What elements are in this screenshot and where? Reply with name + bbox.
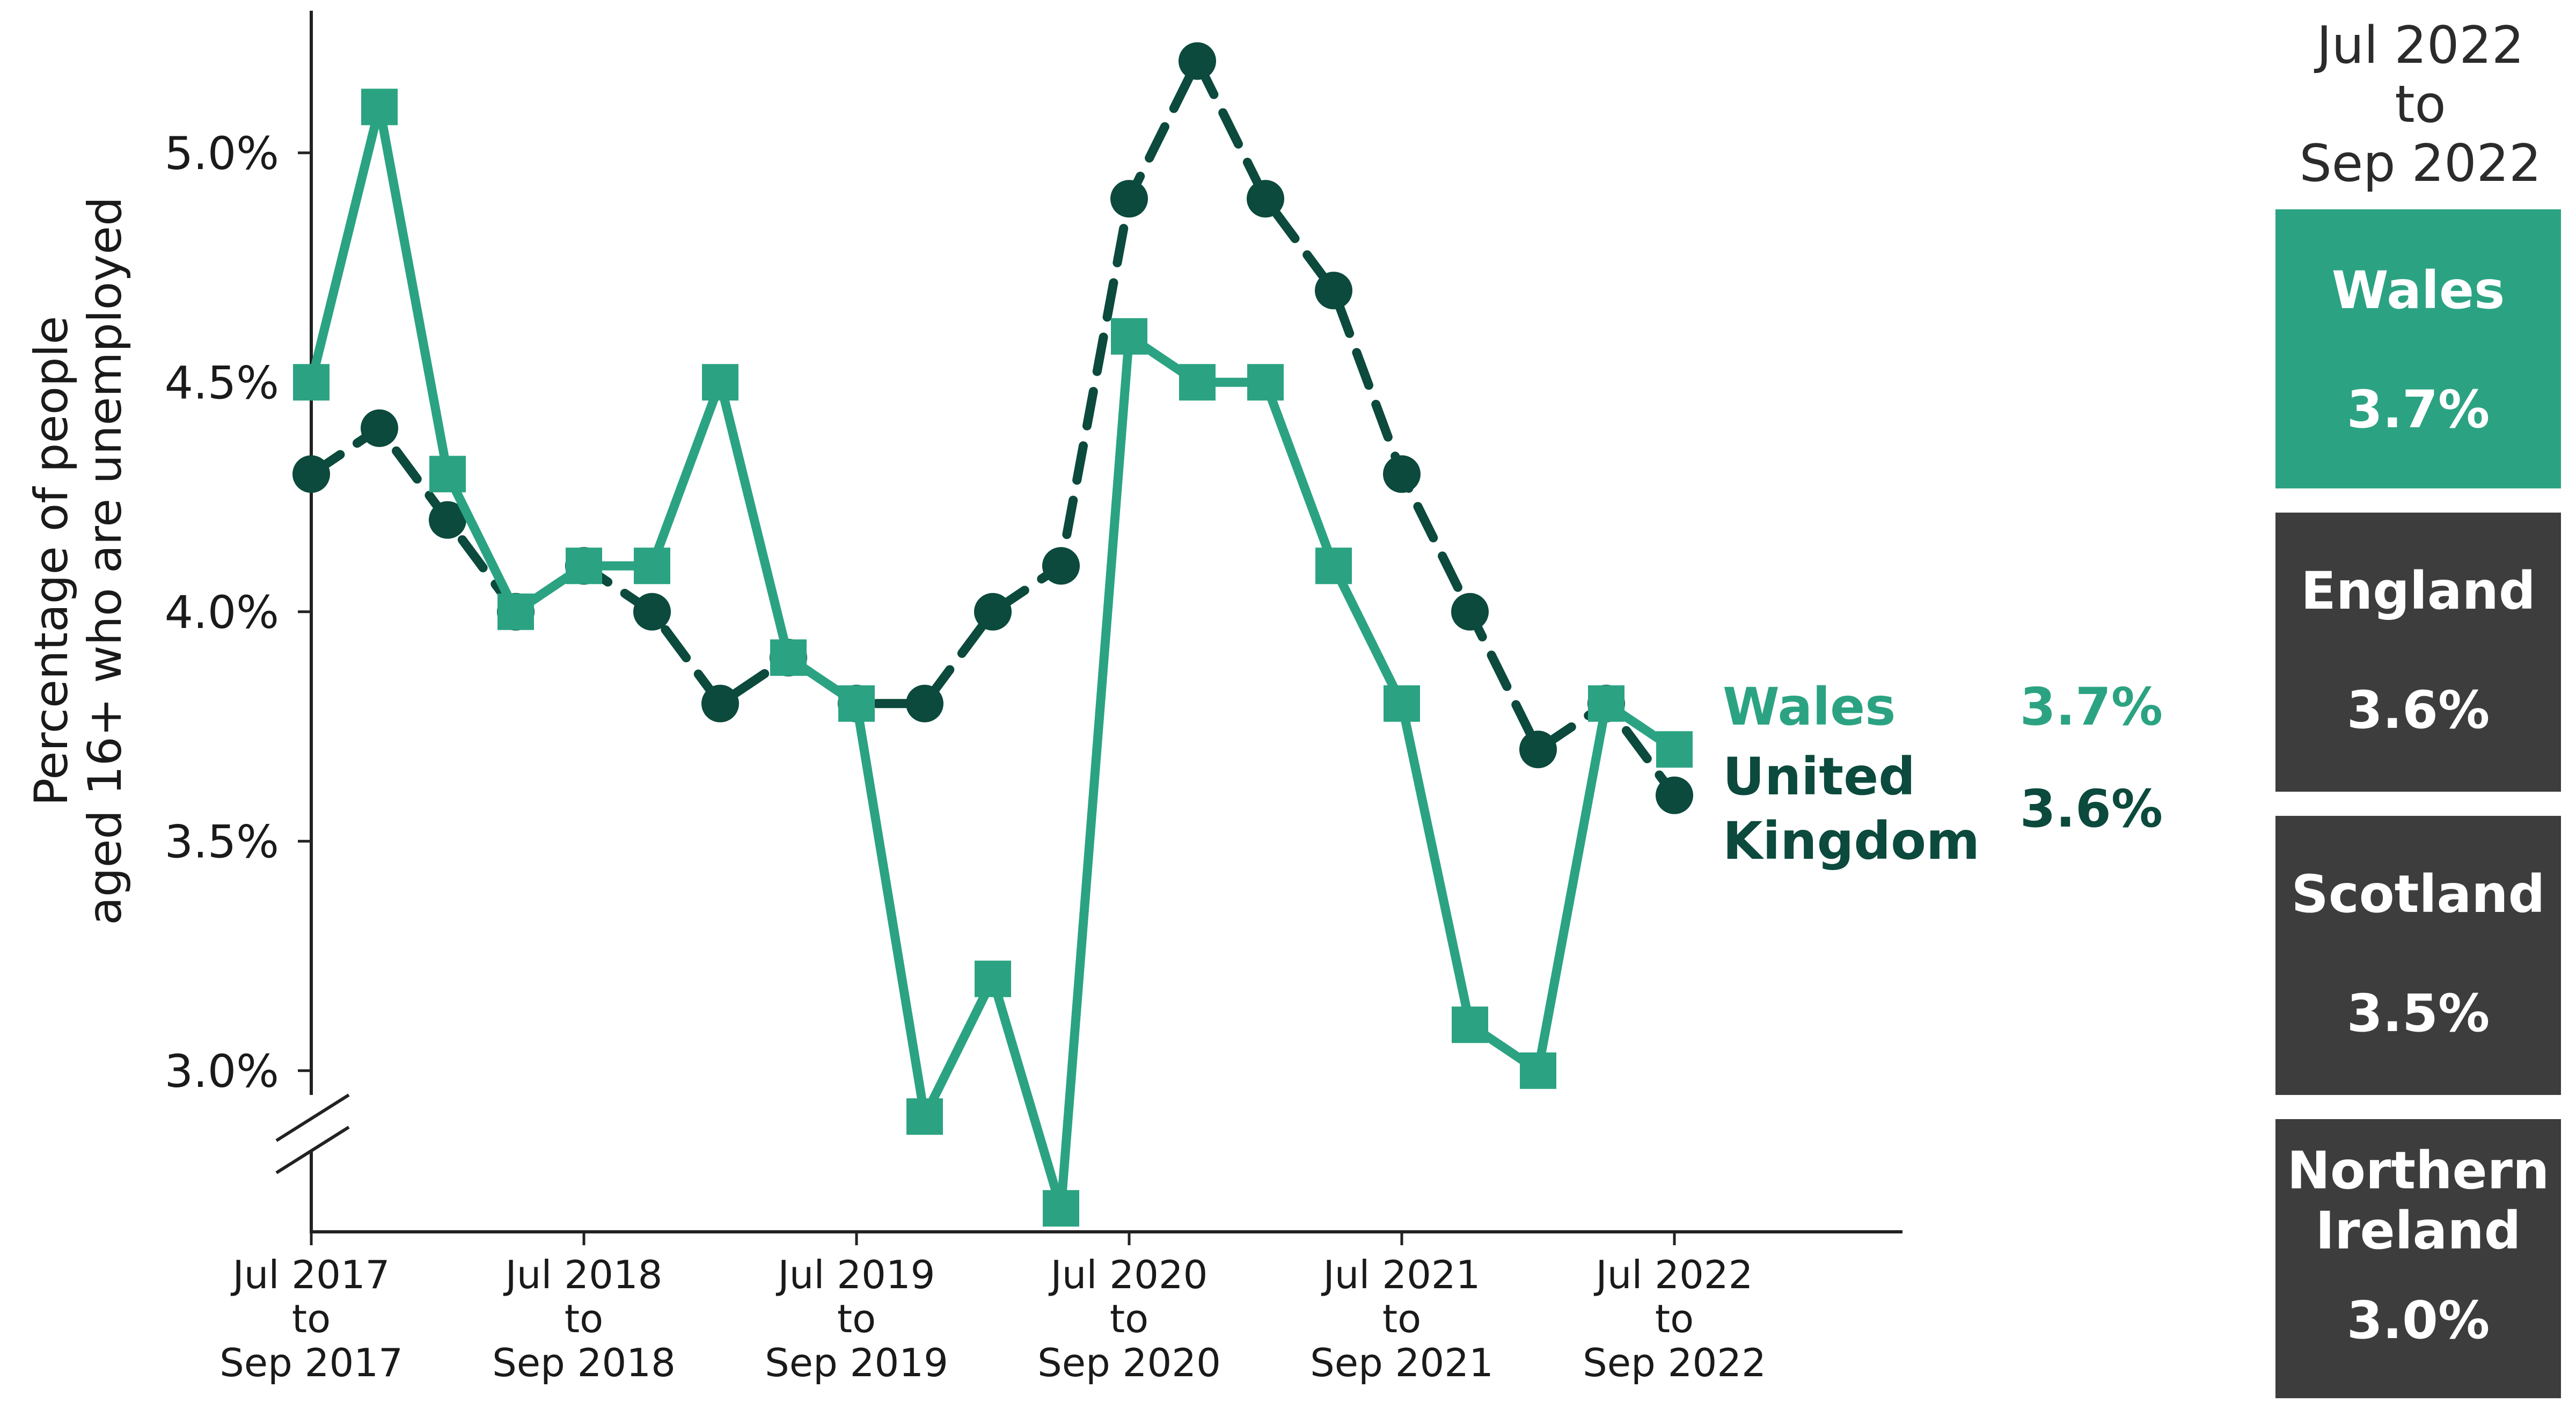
end-labels: Wales 3.7% United Kingdom 3.6% <box>1723 677 2163 871</box>
x-tick-label: to <box>1655 1296 1694 1341</box>
x-tick-label: to <box>837 1296 876 1341</box>
card-northern-ireland-name-line-1: Northern <box>2287 1141 2550 1201</box>
uk-data-point <box>361 409 398 447</box>
uk-end-value: 3.6% <box>2020 779 2163 839</box>
uk-data-point <box>1042 547 1080 585</box>
x-tick-label: Sep 2022 <box>1583 1340 1766 1385</box>
wales-data-point <box>702 364 738 401</box>
panel-title-line-3: Sep 2022 <box>2299 134 2542 193</box>
uk-data-point <box>701 684 739 722</box>
wales-data-point <box>566 547 602 585</box>
x-tick-label: to <box>1382 1296 1421 1341</box>
uk-data-point <box>906 684 943 722</box>
wales-data-point <box>770 639 807 676</box>
uk-end-label-line-1: United <box>1723 747 1915 807</box>
wales-series-line <box>306 102 1677 1213</box>
card-northern-ireland: Northern Ireland 3.0% <box>2275 1119 2561 1398</box>
uk-data-point <box>429 501 466 539</box>
x-tick-label: Jul 2017 <box>231 1252 390 1297</box>
uk-data-point <box>633 593 671 631</box>
panel-title: Jul 2022 to Sep 2022 <box>2275 16 2565 201</box>
wales-data-point <box>497 593 534 630</box>
uk-data-point <box>1383 455 1421 493</box>
uk-data-point <box>1315 272 1352 310</box>
wales-data-point <box>1656 731 1693 768</box>
uk-data-point <box>1247 180 1284 218</box>
card-scotland: Scotland 3.5% <box>2275 816 2561 1095</box>
y-tick-label: 5.0% <box>165 127 279 180</box>
wales-data-point <box>975 960 1011 997</box>
wales-data-point <box>293 364 330 401</box>
wales-end-value: 3.7% <box>2020 677 2163 737</box>
x-tick-label: Jul 2018 <box>503 1252 663 1297</box>
wales-data-point <box>1043 1190 1079 1227</box>
wales-data-point <box>361 89 398 126</box>
card-england-name: England <box>2301 561 2536 621</box>
wales-data-point <box>1588 685 1624 722</box>
x-tick-label: to <box>292 1296 331 1341</box>
y-ticks: 3.0% 3.5% 4.0% 4.5% 5.0% <box>165 127 311 1098</box>
y-tick-label: 3.0% <box>165 1045 279 1098</box>
x-tick-label: Sep 2019 <box>765 1340 948 1385</box>
wales-data-point <box>1111 318 1147 355</box>
wales-data-point <box>1179 364 1216 401</box>
y-tick-label: 4.0% <box>165 586 279 639</box>
series-layer <box>292 42 1693 1227</box>
y-axis-label-line-2: aged 16+ who are unemployed <box>78 196 132 925</box>
wales-data-point <box>1520 1052 1556 1089</box>
latest-period-panel: Jul 2022 to Sep 2022 Wales 3.7% England … <box>2275 16 2565 1398</box>
y-axis-label: Percentage of people aged 16+ who are un… <box>25 196 132 925</box>
x-tick-label: to <box>565 1296 603 1341</box>
wales-data-point <box>429 456 466 493</box>
axes <box>275 11 1902 1233</box>
uk-data-point <box>1656 776 1693 814</box>
x-tick-label: Sep 2018 <box>492 1340 676 1385</box>
wales-data-point <box>1452 1006 1488 1043</box>
card-northern-ireland-name-line-2: Ireland <box>2315 1201 2521 1261</box>
x-tick-label: Sep 2020 <box>1037 1340 1221 1385</box>
card-scotland-value: 3.5% <box>2346 983 2490 1043</box>
x-tick-label: Jul 2020 <box>1049 1252 1208 1297</box>
unemployment-line-chart: Percentage of people aged 16+ who are un… <box>25 11 2163 1385</box>
uk-data-point <box>1110 180 1148 218</box>
wales-data-point <box>838 685 875 722</box>
card-england: England 3.6% <box>2275 513 2561 792</box>
wales-data-point <box>1315 547 1352 585</box>
x-tick-label: Jul 2021 <box>1321 1252 1481 1297</box>
wales-data-point <box>906 1098 943 1135</box>
uk-end-label-line-2: Kingdom <box>1723 811 1980 871</box>
y-axis-label-line-1: Percentage of people <box>25 316 78 806</box>
card-scotland-name: Scotland <box>2291 864 2545 924</box>
y-tick-label: 4.5% <box>165 356 279 409</box>
x-tick-label: Sep 2021 <box>1310 1340 1494 1385</box>
axis-break-mark <box>275 1126 350 1174</box>
panel-title-line-1: Jul 2022 <box>2316 16 2524 75</box>
wales-data-point <box>634 547 670 585</box>
axis-break-mark <box>275 1093 350 1142</box>
uk-data-point <box>1451 593 1489 631</box>
x-tick-label: Jul 2019 <box>776 1252 935 1297</box>
card-northern-ireland-value: 3.0% <box>2346 1290 2490 1350</box>
wales-data-point <box>1384 685 1420 722</box>
panel-title-line-2: to <box>2395 75 2446 134</box>
x-tick-label: Jul 2022 <box>1594 1252 1753 1297</box>
wales-end-label: Wales <box>1723 677 1896 737</box>
y-tick-label: 3.5% <box>165 815 279 868</box>
card-wales-name: Wales <box>2331 260 2505 320</box>
uk-series-line <box>306 56 1679 800</box>
uk-data-point <box>974 593 1012 631</box>
card-wales-value: 3.7% <box>2346 379 2490 440</box>
card-england-value: 3.6% <box>2346 680 2490 740</box>
x-tick-label: Sep 2017 <box>219 1340 403 1385</box>
wales-data-point <box>1247 364 1284 401</box>
x-tick-label: to <box>1110 1296 1148 1341</box>
uk-data-point <box>292 455 330 493</box>
card-wales: Wales 3.7% <box>2275 209 2561 488</box>
uk-data-point <box>1179 42 1216 80</box>
uk-data-point <box>1519 731 1557 769</box>
